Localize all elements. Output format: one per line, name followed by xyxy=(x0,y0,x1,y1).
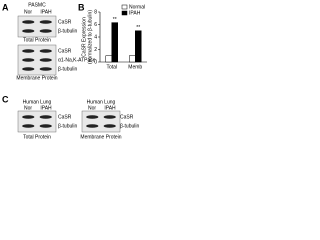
y-tick-label: 6 xyxy=(94,22,97,28)
y-tick-label: 0 xyxy=(94,59,97,65)
panel-letter: A xyxy=(2,2,9,12)
band xyxy=(22,20,35,24)
x-tick-label: Memb xyxy=(128,64,142,70)
band xyxy=(39,67,52,71)
tissue: Human Lung xyxy=(23,99,52,105)
tissue: Human Lung xyxy=(87,99,116,105)
band-label: β-tubulin xyxy=(58,28,77,34)
lane-label: Nor xyxy=(88,105,96,111)
band-label: CaSR xyxy=(120,114,134,120)
blot-caption: Total Protein xyxy=(23,134,51,140)
y-tick-label: 8 xyxy=(94,9,97,15)
band xyxy=(86,115,99,119)
band xyxy=(103,124,116,128)
lane-label: Nor xyxy=(24,105,32,111)
blot-caption: Membrane Protein xyxy=(80,134,121,140)
blot-caption: Membrane Protein xyxy=(16,75,57,81)
band xyxy=(86,124,99,128)
legend-label: IPAH xyxy=(129,10,141,16)
bar xyxy=(111,22,118,63)
band xyxy=(22,67,35,71)
band xyxy=(22,115,35,119)
panel-letter: B xyxy=(78,2,85,12)
band xyxy=(39,29,52,33)
band-label: CaSR xyxy=(58,19,72,25)
band xyxy=(39,49,52,53)
blot xyxy=(17,15,57,38)
lane-label: Nor xyxy=(24,9,32,15)
bar xyxy=(105,55,112,63)
blot-caption: Total Protein xyxy=(23,37,51,43)
band xyxy=(39,20,52,24)
band-label: β-tubulin xyxy=(58,123,77,129)
band xyxy=(22,49,35,53)
x-tick-label: Total xyxy=(106,64,117,70)
significance: ** xyxy=(136,25,140,31)
lane-label: IPAH xyxy=(104,105,116,111)
lane-label: IPAH xyxy=(40,9,52,15)
band xyxy=(22,29,35,33)
legend-swatch xyxy=(121,4,128,10)
lane-label: IPAH xyxy=(40,105,52,111)
band-label: CaSR xyxy=(58,114,72,120)
y-sublabel: (normalized to β-tubulin) xyxy=(87,10,93,64)
legend-swatch xyxy=(121,10,128,16)
band xyxy=(103,115,116,119)
significance: ** xyxy=(113,17,117,23)
bar xyxy=(129,55,136,63)
band-label: CaSR xyxy=(58,48,72,54)
band xyxy=(39,115,52,119)
cell-type: PASMC xyxy=(28,2,46,8)
legend-label: Normal xyxy=(129,4,145,10)
y-tick-label: 4 xyxy=(94,34,97,40)
band xyxy=(22,124,35,128)
band-label: β-tubulin xyxy=(58,66,77,72)
band xyxy=(39,58,52,62)
y-tick-label: 2 xyxy=(94,47,97,53)
blot xyxy=(81,110,121,133)
blot xyxy=(17,110,57,133)
panel-letter: C xyxy=(2,94,9,104)
band xyxy=(39,124,52,128)
bar xyxy=(135,30,142,63)
y-label: CaSR Expression xyxy=(81,17,87,57)
band-label: β-tubulin xyxy=(120,123,139,129)
band-label: α1-Na,K-ATPase xyxy=(58,57,96,63)
band xyxy=(22,58,35,62)
